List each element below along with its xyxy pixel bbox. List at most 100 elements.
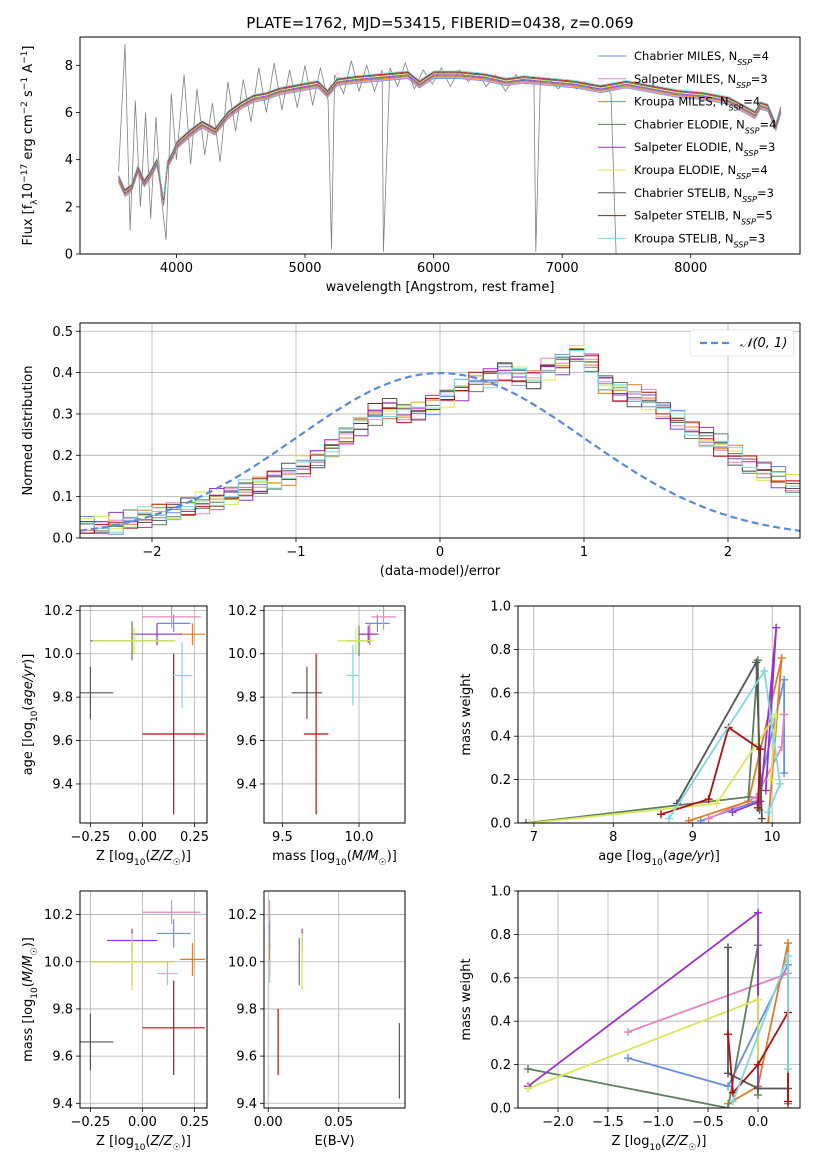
weight-vs-Z-label-part: 10 [649, 1143, 661, 1153]
weight-vs-Z-label-part: ( [661, 1134, 666, 1149]
mass-vs-Z-label-part: ☉ [30, 947, 40, 955]
spectrum-legend-label: Kroupa ELODIE, NSSP=4 [634, 163, 768, 181]
weight-vs-age-ylabel: mass weight [459, 673, 474, 755]
spectrum-label-part: s [21, 90, 36, 101]
mass-vs-EBV-ytick-label: 9.6 [236, 1050, 257, 1065]
spectrum-ylabel: Flux [fλ10−17 erg cm−2 s−1 A−1] [20, 46, 40, 246]
mass-vs-Z-label-part: ( [145, 1134, 150, 1149]
weight-vs-Z-label-part: Z/Z [665, 1134, 689, 1149]
weight-vs-age-ytick-label: 0.2 [490, 773, 511, 788]
age-vs-Z-frame [79, 605, 208, 824]
residuals-xtick-label: −2 [142, 545, 161, 560]
residuals-ytick-label: 0.2 [52, 449, 73, 464]
weight-vs-age-label-part: age/yr [668, 849, 711, 864]
spectrum-label-part: erg cm [21, 114, 36, 163]
weight-vs-Z-label-part: log [630, 1134, 650, 1149]
residual-histogram [80, 353, 800, 534]
age-vs-Z-ytick-label: 9.6 [52, 734, 73, 749]
spectrum-label-part: −1 [20, 51, 30, 64]
weight-vs-Z-xtick-label: 0.0 [748, 1115, 769, 1130]
weight-vs-age-label-part: )] [710, 849, 720, 864]
residuals-label-part: Normed distribution [21, 366, 36, 496]
age-vs-mass-label-part: log [315, 849, 335, 864]
spectrum-label-part: −1 [20, 77, 30, 90]
weight-vs-Z-ytick-label: 1.0 [490, 885, 511, 900]
spectrum-legend-label-sub: SSP [741, 217, 756, 226]
mass-vs-EBV-label-part: E(B-V) [314, 1134, 354, 1149]
mass-vs-Z-ytick-label: 9.4 [52, 1097, 73, 1112]
age-vs-mass-ytick-label: 10.0 [228, 647, 257, 662]
age-vs-Z-ytick-label: 9.4 [52, 777, 73, 792]
residuals-ytick-label: 0.0 [52, 532, 73, 547]
weight-vs-Z-ytick-label: 0.0 [490, 1102, 511, 1117]
mass-vs-Z-label-part: log [21, 999, 36, 1019]
spectrum-legend-label: Salpeter STELIB, NSSP=5 [634, 209, 773, 227]
spectrum-model-line [118, 70, 782, 199]
spectrum-legend-label-sub: SSP [737, 58, 752, 67]
weight-vs-age-ytick-label: 1.0 [490, 600, 511, 615]
spectrum-xtick-label: 7000 [546, 261, 579, 276]
weight-vs-Z-ytick-label: 0.6 [490, 971, 511, 986]
spectrum-label-part: ] [21, 46, 36, 51]
residuals-ytick-label: 0.3 [52, 407, 73, 422]
weight-vs-age-ytick-label: 0.6 [490, 686, 511, 701]
spectrum-legend-label-suffix: =5 [756, 209, 773, 223]
age-vs-mass-ytick-label: 10.2 [228, 604, 257, 619]
age-vs-Z-label-part: ☉ [173, 858, 181, 868]
mass-vs-EBV-xtick-label: 0.05 [324, 1115, 353, 1130]
weight-vs-age-series-line [708, 714, 785, 820]
mass-vs-Z-panel: −0.25 0.00 0.259.49.69.810.010.2Z [log10(Z… [21, 890, 209, 1153]
mass-vs-Z-label-part: ☉ [173, 1143, 181, 1153]
age-vs-mass-label-part: ☉ [379, 858, 387, 868]
spectrum-ytick-label: 0 [65, 248, 73, 263]
age-vs-Z-ytick-label: 9.8 [52, 691, 73, 706]
spectrum-label-part: A [21, 64, 36, 77]
age-vs-mass-panel: 9.5 10.0 9.4 9.6 9.8 10.0 10.2 mass [log10(M/M☉… [228, 604, 406, 868]
weight-vs-Z-ytick-label: 0.2 [490, 1058, 511, 1073]
mass-vs-Z-label-part: 10 [30, 987, 40, 999]
mass-vs-EBV-panel: 0.00 0.05 9.4 9.6 9.8 10.0 10.2 E(B-V) [228, 890, 406, 1149]
spectrum-legend-label-sub: SSP [736, 80, 751, 89]
spectrum-legend-label: Chabrier ELODIE, NSSP=4 [634, 117, 776, 135]
residuals-frame [79, 322, 801, 539]
mass-vs-Z-label-part: log [114, 1134, 134, 1149]
age-vs-Z-ytick-label: 10.0 [44, 647, 73, 662]
mass-vs-EBV-ytick-label: 9.8 [236, 1002, 257, 1017]
age-vs-Z-label-part: age [ [21, 742, 36, 775]
weight-vs-age-ytick-label: 0.0 [490, 817, 511, 832]
age-vs-Z-label-part: Z [ [96, 849, 114, 864]
spectrum-label-part: −17 [20, 164, 30, 183]
weight-vs-Z-panel: −2.0 −1.5 −1.0 −0.5 0.0 0.0 0.2 0.4 0.6 0.8 1.0 Z [… [459, 885, 801, 1153]
residuals-plot-area [80, 344, 800, 538]
weight-vs-age-label-part: mass weight [459, 673, 474, 755]
weight-vs-age-series-line [668, 668, 782, 820]
mass-vs-Z-ytick-label: 9.8 [52, 1002, 73, 1017]
weight-vs-Z-label-part: mass weight [459, 958, 474, 1040]
mass-vs-Z-frame [79, 890, 208, 1109]
age-vs-Z-label-part: log [21, 722, 36, 742]
weight-vs-age-plot-area [521, 623, 789, 823]
mass-vs-Z-label-part: Z [ [96, 1134, 114, 1149]
residual-histogram [80, 349, 800, 534]
mass-vs-Z-label-part: )] [181, 1134, 191, 1149]
spectrum-label-part: λ [30, 199, 40, 205]
spectrum-legend-label-text: Kroupa MILES, N [634, 95, 729, 109]
spectrum-legend-label-suffix: =3 [758, 140, 775, 154]
weight-vs-age-series-line [529, 713, 778, 823]
age-vs-mass-xtick-label: 9.5 [272, 830, 293, 845]
weight-vs-Z-label-part: Z [ [612, 1134, 630, 1149]
mass-vs-Z-ytick-label: 10.0 [44, 955, 73, 970]
spectrum-legend-label-sub: SSP [742, 194, 757, 203]
spectrum-legend-label-sub: SSP [734, 240, 749, 249]
spectrum-xtick-label: 4000 [160, 261, 193, 276]
plot-layer: 4000 5000 6000 7000 8000 0 2 4 6 8 wavelength [Ang… [20, 36, 801, 1153]
residuals-ytick-label: 0.1 [52, 490, 73, 505]
spectrum-legend-label-suffix: =4 [751, 163, 768, 177]
residuals-legend-label: 𝒩(0, 1) [740, 336, 787, 351]
spectrum-legend-label-text: Chabrier STELIB, N [634, 186, 742, 200]
weight-vs-Z-label-part: ☉ [688, 1143, 696, 1153]
mass-vs-Z-xtick-label: 0.25 [180, 1115, 209, 1130]
weight-vs-age-xtick-label: 10 [764, 830, 781, 845]
